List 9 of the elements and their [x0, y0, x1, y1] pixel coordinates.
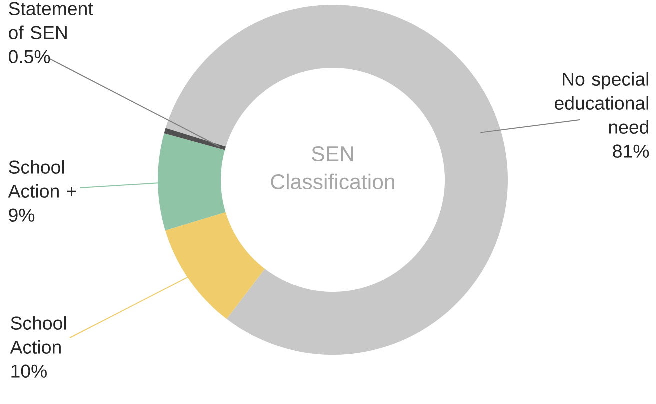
data-label: 9% [9, 208, 35, 222]
slice-label: School Action [10, 316, 66, 354]
text: SEN Classification [271, 146, 394, 190]
data-label: 81% [613, 144, 650, 158]
slice-label: No special educational need [555, 72, 649, 134]
data-label: 10% [12, 364, 47, 378]
data-label: 0.5% [9, 50, 50, 64]
slice-label: School Action + [8, 160, 76, 198]
slice-label: Statement of SEN [9, 2, 94, 40]
